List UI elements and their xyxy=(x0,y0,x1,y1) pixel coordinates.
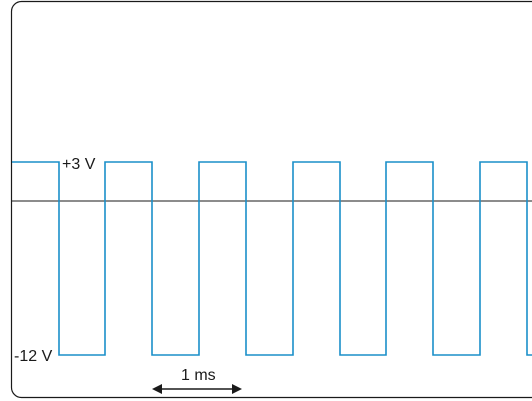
high-level-label: +3 V xyxy=(62,156,96,173)
period-arrow xyxy=(152,384,242,394)
diagram-frame xyxy=(10,0,532,399)
low-level-label: -12 V xyxy=(14,348,53,365)
square-waveform xyxy=(12,161,532,356)
period-label: 1 ms xyxy=(181,367,216,384)
